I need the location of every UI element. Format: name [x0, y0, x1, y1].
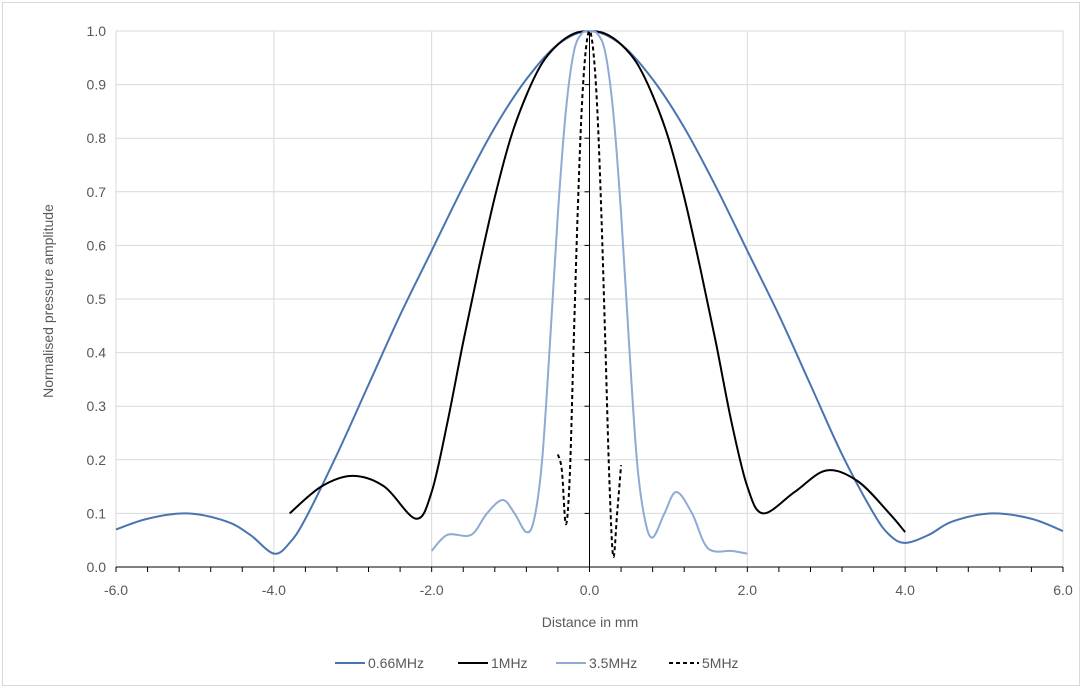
x-tick-label: -2.0 — [420, 582, 444, 598]
legend-item: 0.66MHz — [335, 655, 424, 671]
tick-labels: 0.0 0.1 0.2 0.3 0.4 0.5 0.6 0.7 0.8 0.9 1.0 -6.0 -4.… — [87, 23, 1073, 598]
y-tick-label: 0.3 — [87, 398, 107, 414]
series-35mhz-line — [430, 29, 748, 555]
y-tick-label: 0.7 — [87, 184, 107, 200]
y-tick-label: 0.0 — [87, 559, 107, 575]
x-tick-label: 2.0 — [738, 582, 758, 598]
legend: 0.66MHz 1MHz 3.5MHz 5MHz — [335, 655, 739, 671]
y-tick-label: 0.2 — [87, 452, 107, 468]
y-tick-label: 0.9 — [87, 77, 107, 93]
x-axis-title: Distance in mm — [542, 614, 638, 630]
y-tick-label: 0.4 — [87, 345, 107, 361]
x-tick-label: -6.0 — [104, 582, 128, 598]
series-1mhz-line — [288, 30, 906, 533]
x-tick-label: 4.0 — [895, 582, 915, 598]
axes — [115, 30, 1064, 572]
y-tick-label: 0.6 — [87, 237, 107, 253]
x-tick-label: 6.0 — [1053, 582, 1073, 598]
line-chart: 0.0 0.1 0.2 0.3 0.4 0.5 0.6 0.7 0.8 0.9 1.0 -6.0 -4.… — [40, 23, 1073, 671]
series-5mhz-line — [556, 30, 623, 558]
y-axis-title: Normalised pressure amplitude — [40, 204, 56, 398]
y-tick-label: 1.0 — [87, 23, 107, 39]
y-tick-label: 0.5 — [87, 291, 107, 307]
x-tick-label: 0.0 — [580, 582, 600, 598]
legend-item: 3.5MHz — [556, 655, 637, 671]
legend-label: 3.5MHz — [589, 655, 637, 671]
y-tick-label: 0.1 — [87, 505, 107, 521]
legend-label: 1MHz — [491, 655, 528, 671]
legend-item: 5MHz — [669, 655, 739, 671]
legend-label: 0.66MHz — [368, 655, 424, 671]
legend-item: 1MHz — [458, 655, 528, 671]
legend-label: 5MHz — [702, 655, 739, 671]
y-tick-label: 0.8 — [87, 130, 107, 146]
x-tick-label: -4.0 — [262, 582, 286, 598]
series-lines — [115, 29, 1064, 558]
